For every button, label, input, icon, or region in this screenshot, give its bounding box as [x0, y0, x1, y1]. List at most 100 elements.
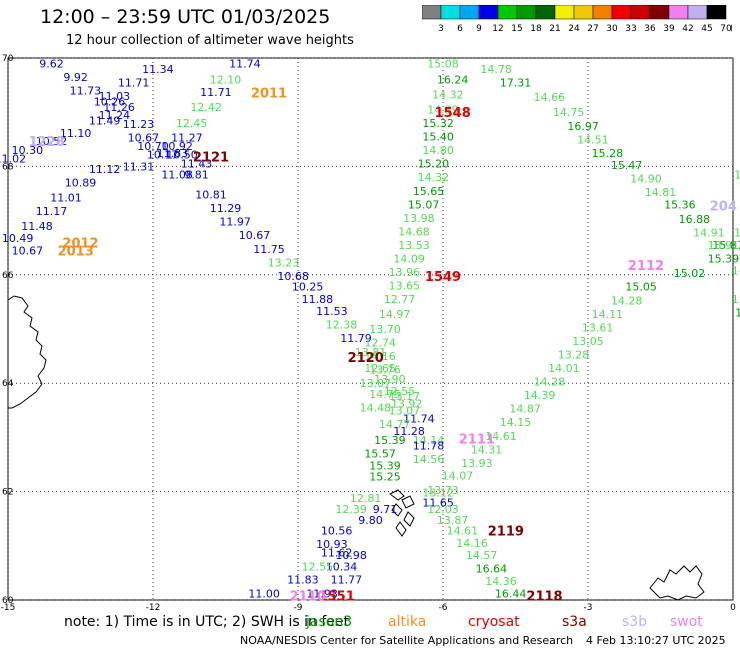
wave-height-value: 14.36: [485, 575, 517, 588]
wave-height-value: 14.61: [485, 430, 517, 443]
wave-height-value: 14.14: [413, 434, 445, 447]
wave-height-value: 14.81: [645, 186, 677, 199]
wave-height-value: 15.36: [664, 198, 696, 211]
wave-height-value: 14.87: [509, 403, 541, 416]
wave-height-value: 11.17: [36, 205, 68, 218]
legend-label: 18: [530, 24, 542, 34]
wave-height-value: 11.34: [142, 63, 174, 76]
wave-height-value: 13.17: [389, 390, 421, 403]
wave-height-value: 13.53: [398, 239, 430, 252]
wave-height-value: 11.00: [248, 587, 280, 600]
lat-tick-label: 60: [2, 596, 14, 606]
wave-height-value: 14.61: [447, 525, 479, 538]
legend-label: 12: [492, 24, 503, 34]
wave-height-value: 11.31: [123, 160, 155, 173]
track-time-label: 2110: [290, 590, 326, 605]
wave-height-value: 11.48: [21, 220, 53, 233]
wave-height-value: 11.88: [302, 293, 334, 306]
wave-height-value: 15.2: [735, 307, 740, 320]
wave-height-value: 12.65: [364, 362, 396, 375]
wave-height-value: 14.15: [500, 416, 532, 429]
wave-height-value: 11.79: [340, 332, 372, 345]
wave-height-value: 15.02: [674, 267, 706, 280]
wave-height-value: 9.80: [358, 514, 383, 527]
wave-height-value: 15.08: [427, 57, 459, 70]
wave-height-value: 16.64: [476, 563, 508, 576]
wave-height-value: 10.56: [321, 525, 353, 538]
wave-height-value: 11.26: [103, 101, 135, 114]
wave-height-value: 15.87: [712, 239, 740, 252]
legend-label: 36: [644, 24, 656, 34]
satellite-legend-item: s3b: [622, 614, 648, 630]
lat-tick-label: 68: [2, 162, 14, 172]
wave-height-value: 10.30: [12, 144, 44, 157]
legend-swatch: [706, 4, 727, 20]
wave-height-value: 13.73: [427, 484, 459, 497]
wave-height-value: 15.28: [592, 147, 624, 160]
faroe-islands: [389, 489, 415, 537]
wave-height-value: 12.55: [384, 385, 416, 398]
wave-height-value: 12.74: [364, 337, 396, 350]
wave-height-value: 14.57: [466, 549, 498, 562]
legend-label: 30: [606, 24, 618, 34]
wave-height-value: 13.70: [369, 323, 401, 336]
footer: note: 1) Time is in UTC; 2) SWH is in fe…: [0, 614, 740, 650]
lon-tick-label: 0: [730, 603, 736, 613]
wave-height-value: 13.65: [389, 280, 421, 293]
wave-height-value: 13.12: [422, 487, 454, 500]
legend-label: 3: [438, 24, 444, 34]
wave-height-value: 14.32: [432, 88, 464, 101]
legend-label: 15: [511, 24, 522, 34]
wave-height-value: 11.78: [413, 440, 445, 453]
map-subtitle: 12 hour collection of altimeter wave hei…: [66, 33, 354, 48]
wave-height-value: 11.83: [157, 147, 189, 160]
track-time-label: 2121: [193, 151, 229, 166]
wave-height-value: 13.23: [268, 256, 300, 269]
wave-height-value: 13.81: [355, 346, 387, 359]
wave-height-value: 12.42: [190, 101, 222, 114]
map-grid: [7, 57, 734, 601]
track-time-label: 2112: [628, 259, 664, 274]
wave-height-value: 11.97: [219, 216, 251, 229]
norway-coastline: [649, 565, 705, 601]
wave-height-value: 14.32: [418, 171, 450, 184]
satellite-legend-item: altika: [388, 614, 427, 630]
track-time-label: 2012: [62, 236, 98, 251]
wave-height-value: 15.47: [611, 159, 643, 172]
legend-label: 21: [549, 24, 560, 34]
wave-height-value: 11.12: [89, 163, 121, 176]
wave-height-value: 13.91: [708, 239, 740, 252]
wave-height-value: 10.67: [239, 229, 271, 242]
lon-tick-label: -6: [439, 603, 448, 613]
wave-height-value: 10.93: [316, 538, 348, 551]
wave-height-value: 13.61: [582, 321, 614, 334]
wave-height-value: 14.09: [393, 253, 425, 266]
lon-tick-label: -9: [294, 603, 303, 613]
wave-height-value: 13.98: [403, 212, 435, 225]
legend-label: 33: [625, 24, 636, 34]
lon-tick-label: -12: [146, 603, 161, 613]
wave-height-value: 11.43: [181, 158, 213, 171]
legend-label: 24: [568, 24, 580, 34]
wave-height-value: 14.11: [592, 308, 624, 321]
wave-height-value: 11.93: [306, 587, 338, 600]
wave-height-value: 9.71: [373, 503, 398, 516]
wave-height-value: 14.6: [734, 169, 740, 182]
wave-height-value: 10.17: [147, 148, 179, 161]
lon-tick-label: -3: [584, 603, 593, 613]
wave-height-value: 11.74: [403, 412, 435, 425]
wave-height-value: 14.28: [534, 376, 566, 389]
credit-text: NOAA/NESDIS Center for Satellite Applica…: [240, 634, 574, 647]
wave-height-value: 11.08: [161, 169, 193, 182]
wave-height-value: 15.05: [625, 281, 657, 294]
wave-height-value: 16.44: [495, 587, 527, 600]
wave-height-value: 15.20: [418, 158, 450, 171]
wave-height-value: 10.70: [137, 140, 169, 153]
wave-height-value: 14.66: [534, 91, 566, 104]
wave-height-value: 9.81: [184, 169, 209, 182]
wave-height-value: 14.51: [577, 133, 609, 146]
wave-height-value: 17.31: [500, 76, 532, 89]
track-time-label: 2111: [459, 432, 495, 447]
wave-height-value: 15.25: [369, 470, 401, 483]
